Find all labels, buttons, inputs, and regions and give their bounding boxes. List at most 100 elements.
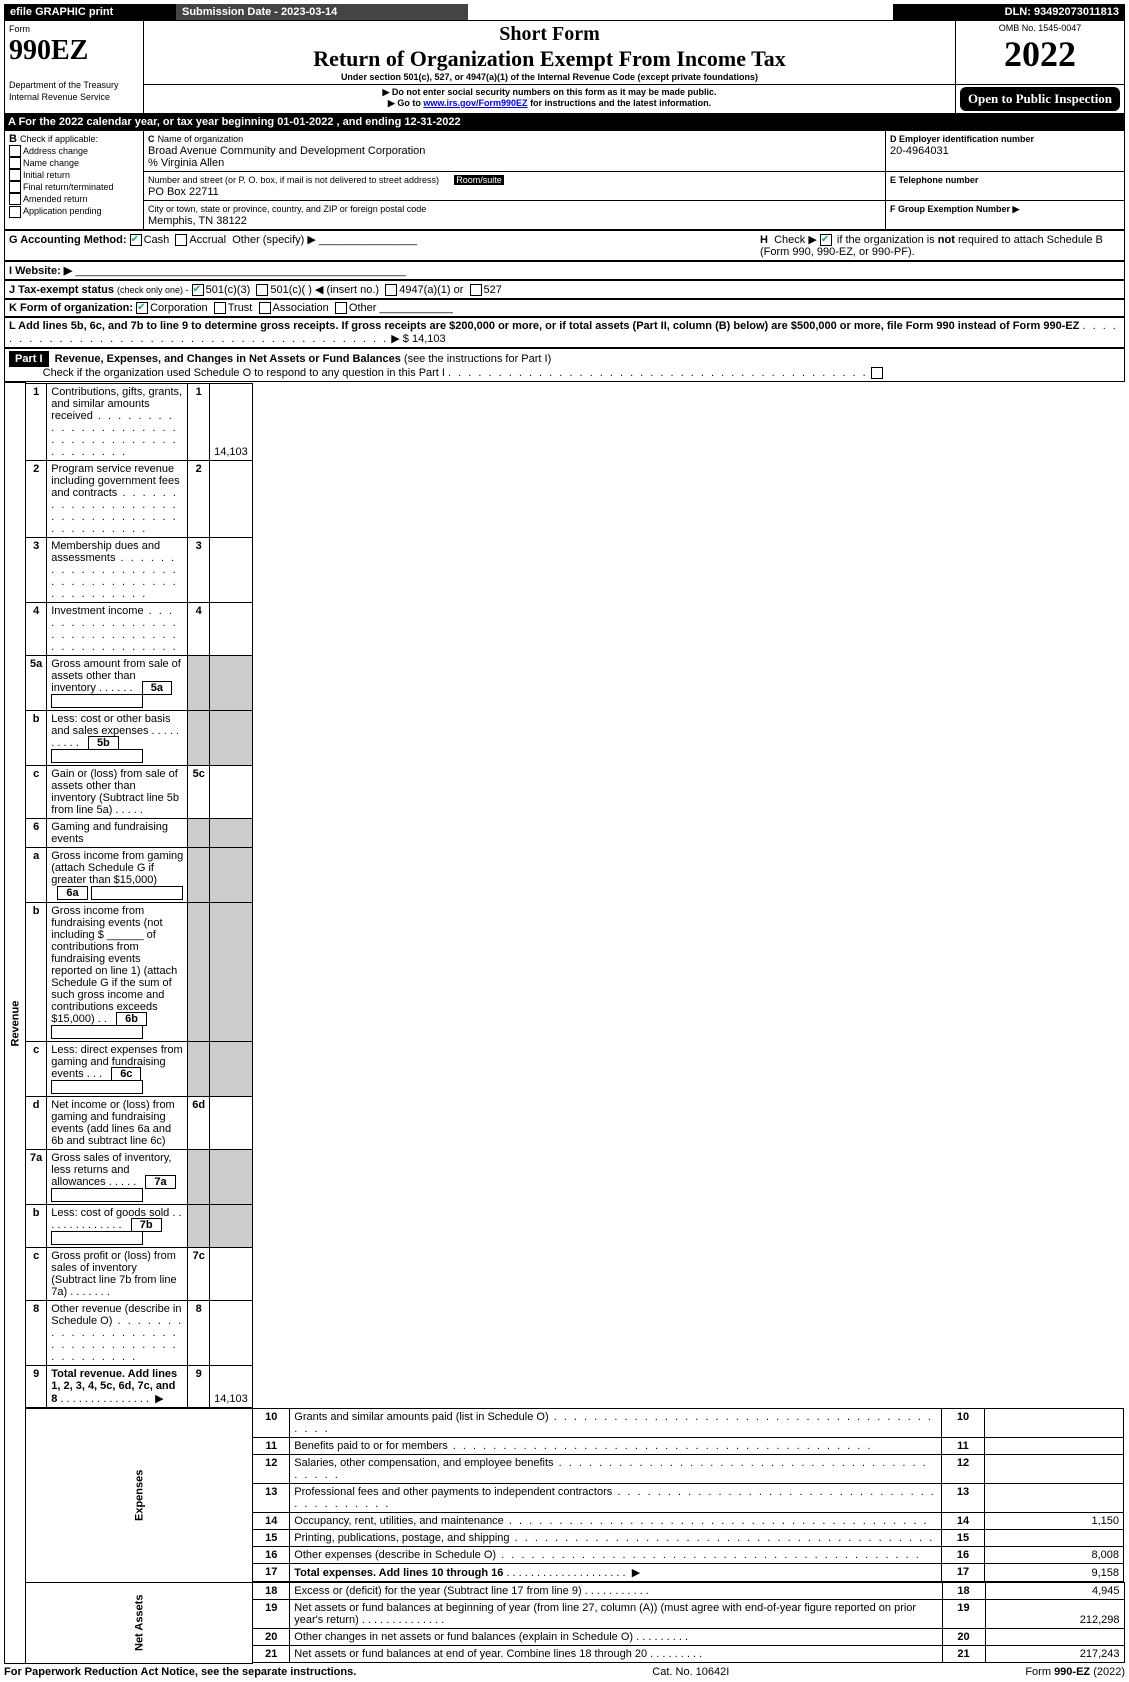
- line20-box: 20: [942, 1629, 985, 1646]
- k-other: Other: [349, 302, 377, 314]
- line12-box: 12: [942, 1455, 985, 1484]
- subtitle: Under section 501(c), 527, or 4947(a)(1)…: [148, 72, 951, 82]
- name-change-label: Name change: [23, 158, 79, 168]
- form-number: 990EZ: [9, 35, 88, 66]
- line6c-greybox: [188, 1041, 210, 1096]
- line10-num: 10: [253, 1409, 290, 1438]
- amended-return-checkbox[interactable]: [9, 193, 21, 205]
- addr-change-checkbox[interactable]: [9, 145, 21, 157]
- line16-box: 16: [942, 1547, 985, 1564]
- line5a-greybox: [188, 655, 210, 710]
- line5c-num: c: [26, 765, 47, 818]
- j-label: J Tax-exempt status: [9, 284, 114, 296]
- cash-checkbox[interactable]: [130, 234, 142, 246]
- h-text2: if the organization is: [837, 234, 938, 246]
- care-of: % Virginia Allen: [148, 157, 224, 169]
- line5b-greyamt: [210, 710, 253, 765]
- short-form-title: Short Form: [148, 23, 951, 46]
- amended-return-label: Amended return: [23, 194, 88, 204]
- line21-desc: Net assets or fund balances at end of ye…: [294, 1648, 647, 1660]
- footer-left: For Paperwork Reduction Act Notice, see …: [4, 1666, 356, 1678]
- j-527-checkbox[interactable]: [470, 284, 482, 296]
- initial-return-label: Initial return: [23, 170, 70, 180]
- line15-amt: [985, 1530, 1124, 1547]
- form-word: Form: [9, 24, 30, 34]
- line6c-num: c: [26, 1041, 47, 1096]
- cash-label: Cash: [144, 234, 170, 246]
- irs-label: Internal Revenue Service: [9, 92, 110, 102]
- line14-num: 14: [253, 1513, 290, 1530]
- schedule-o-checkbox[interactable]: [871, 367, 883, 379]
- accrual-label: Accrual: [189, 234, 226, 246]
- line21-amt: 217,243: [985, 1646, 1124, 1663]
- k-other-checkbox[interactable]: [335, 302, 347, 314]
- line6a-sub: 6a: [57, 886, 87, 900]
- line18-desc: Excess or (deficit) for the year (Subtra…: [294, 1585, 581, 1597]
- line7a-sub: 7a: [145, 1175, 175, 1189]
- efile-label: efile GRAPHIC print: [4, 4, 176, 20]
- h-not: not: [938, 234, 955, 246]
- net-assets-side-label: Net Assets: [26, 1582, 253, 1663]
- line5b-sub: 5b: [88, 736, 119, 750]
- line1-box: 1: [188, 383, 210, 460]
- i-website-label: I Website: ▶: [9, 265, 72, 277]
- initial-return-checkbox[interactable]: [9, 169, 21, 181]
- line1-amt: 14,103: [210, 383, 253, 460]
- line7b-greyamt: [210, 1204, 253, 1247]
- topbar: efile GRAPHIC print Submission Date - 20…: [4, 4, 1125, 20]
- section-a: A For the 2022 calendar year, or tax yea…: [4, 114, 1125, 130]
- line5a-greyamt: [210, 655, 253, 710]
- part-i-table: Revenue 1Contributions, gifts, grants, a…: [4, 382, 1125, 1664]
- line10-box: 10: [942, 1409, 985, 1438]
- city-label: City or town, state or province, country…: [148, 204, 426, 214]
- line11-num: 11: [253, 1438, 290, 1455]
- line5c-box: 5c: [188, 765, 210, 818]
- line19-desc: Net assets or fund balances at beginning…: [294, 1602, 916, 1626]
- line4-desc: Investment income: [51, 605, 143, 617]
- line7b-greybox: [188, 1204, 210, 1247]
- accrual-checkbox[interactable]: [175, 234, 187, 246]
- line5b-greybox: [188, 710, 210, 765]
- j-4947-checkbox[interactable]: [385, 284, 397, 296]
- ein-value: 20-4964031: [890, 145, 949, 157]
- line7c-amt: [210, 1247, 253, 1300]
- line2-num: 2: [26, 460, 47, 537]
- line2-amt: [210, 460, 253, 537]
- j-501c3-checkbox[interactable]: [192, 284, 204, 296]
- name-change-checkbox[interactable]: [9, 157, 21, 169]
- part-i-see: (see the instructions for Part I): [404, 353, 551, 365]
- line16-desc: Other expenses (describe in Schedule O): [294, 1549, 496, 1561]
- org-name: Broad Avenue Community and Development C…: [148, 145, 425, 157]
- section-b-thru-f: B Check if applicable: Address change Na…: [4, 130, 1125, 230]
- part-i-label: Part I: [9, 351, 49, 367]
- dln: DLN: 93492073011813: [893, 4, 1125, 20]
- line11-amt: [985, 1438, 1124, 1455]
- line20-num: 20: [253, 1629, 290, 1646]
- final-return-checkbox[interactable]: [9, 181, 21, 193]
- k-trust: Trust: [228, 302, 253, 314]
- d-ein-label: D Employer identification number: [890, 134, 1034, 144]
- line12-desc: Salaries, other compensation, and employ…: [294, 1457, 553, 1469]
- goto-pre: ▶ Go to: [388, 98, 423, 108]
- line9-arrow: ▶: [155, 1393, 163, 1405]
- line6b-greyamt: [210, 902, 253, 1041]
- k-assoc-checkbox[interactable]: [259, 302, 271, 314]
- app-pending-checkbox[interactable]: [9, 206, 21, 218]
- main-title: Return of Organization Exempt From Incom…: [148, 46, 951, 72]
- line17-box: 17: [942, 1564, 985, 1582]
- line18-box: 18: [942, 1583, 985, 1600]
- b-label: B: [9, 133, 17, 145]
- j-501c-checkbox[interactable]: [256, 284, 268, 296]
- k-trust-checkbox[interactable]: [214, 302, 226, 314]
- h-checkbox[interactable]: [820, 234, 832, 246]
- ssn-warning: ▶ Do not enter social security numbers o…: [148, 87, 951, 98]
- irs-link[interactable]: www.irs.gov/Form990EZ: [423, 98, 527, 108]
- k-corp-checkbox[interactable]: [136, 302, 148, 314]
- line4-box: 4: [188, 602, 210, 655]
- revenue-side-label: Revenue: [5, 383, 26, 1664]
- line7a-greyamt: [210, 1149, 253, 1204]
- section-g-h: G Accounting Method: Cash Accrual Other …: [4, 230, 1125, 261]
- line3-amt: [210, 537, 253, 602]
- line20-desc: Other changes in net assets or fund bala…: [294, 1631, 633, 1643]
- line6-greybox: [188, 818, 210, 847]
